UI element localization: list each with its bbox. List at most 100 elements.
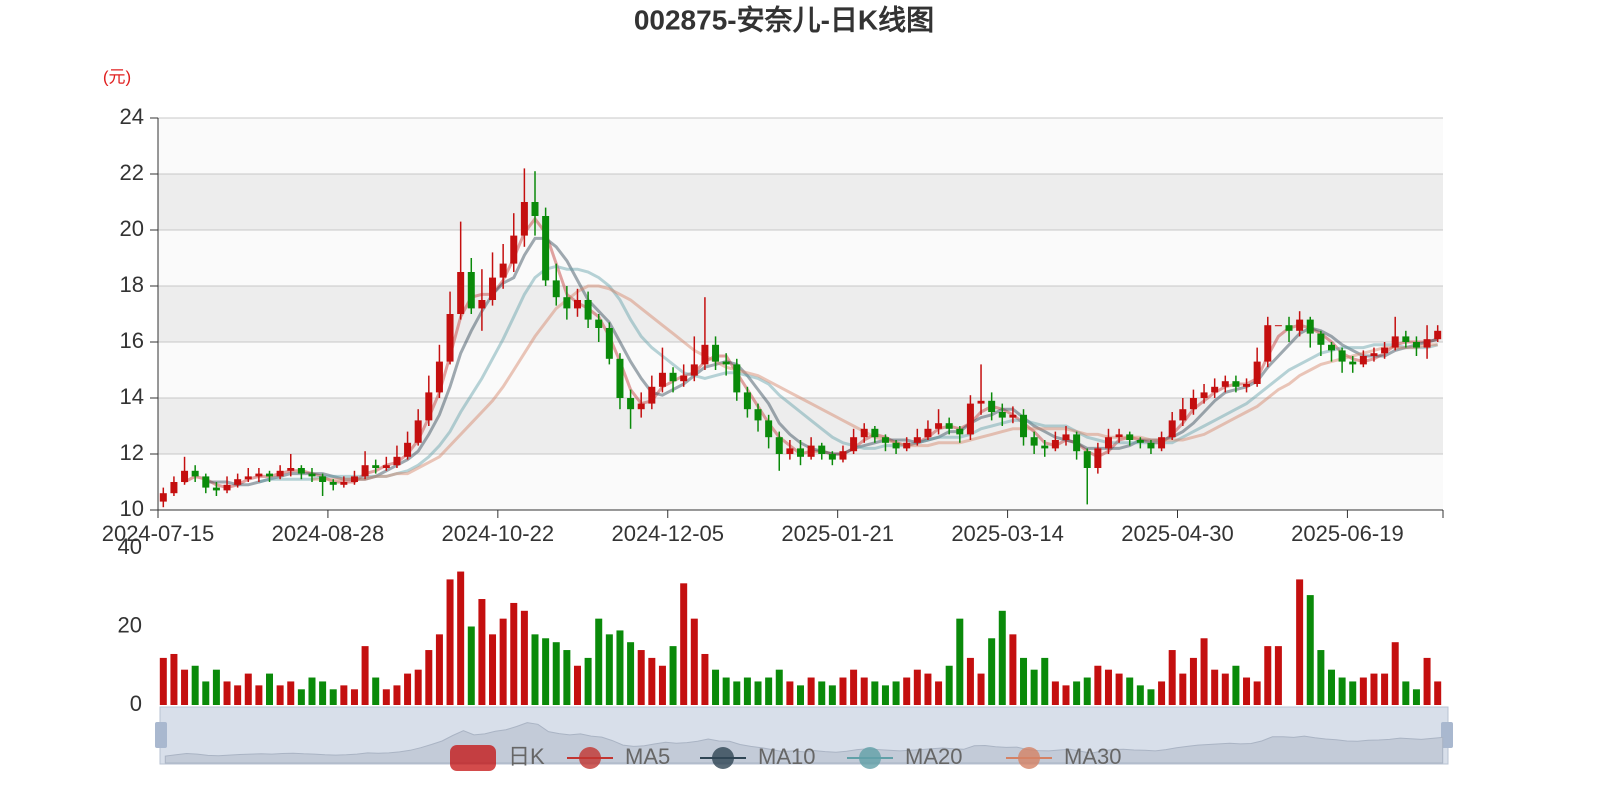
- volume-bar: [1274, 646, 1282, 705]
- volume-bar: [1434, 681, 1442, 705]
- x-tick-label: 2025-06-19: [1291, 521, 1404, 546]
- legend-item[interactable]: MA10: [700, 744, 815, 769]
- candle-body: [892, 442, 900, 449]
- slider-handle-left[interactable]: [155, 722, 167, 748]
- volume-bar: [1306, 595, 1314, 705]
- candle-body: [1136, 440, 1144, 443]
- candle-body: [223, 484, 231, 491]
- volume-bar: [435, 634, 443, 705]
- candle-body: [945, 423, 953, 429]
- volume-bar: [1073, 681, 1081, 705]
- y-tick-label: 22: [120, 160, 144, 185]
- candle-body: [181, 470, 189, 482]
- candle-body: [467, 272, 475, 309]
- y-tick-label: 12: [120, 440, 144, 465]
- candle-body: [191, 470, 199, 477]
- candle-body: [255, 473, 263, 477]
- candle-body: [1211, 386, 1219, 393]
- candle-body: [658, 372, 666, 387]
- volume-bar: [404, 673, 412, 705]
- volume-bar: [1094, 665, 1102, 705]
- plot-band: [158, 174, 1443, 230]
- volume-bar: [255, 685, 263, 705]
- volume-bar: [1041, 657, 1049, 705]
- volume-bar: [956, 618, 964, 705]
- volume-bar: [393, 685, 401, 705]
- candle-body: [1041, 445, 1049, 449]
- volume-bar: [159, 657, 167, 705]
- candle-body: [1381, 347, 1389, 354]
- candle-body: [1200, 392, 1208, 398]
- volume: [159, 571, 1442, 705]
- volume-bar: [1359, 677, 1367, 705]
- volume-bar: [743, 677, 751, 705]
- volume-bar: [552, 642, 560, 705]
- candle-body: [722, 361, 730, 365]
- candle-body: [159, 493, 167, 502]
- candle-body: [244, 476, 252, 480]
- volume-bar: [881, 685, 889, 705]
- x-tick-label: 2024-12-05: [611, 521, 724, 546]
- candle-body: [170, 482, 178, 494]
- candle-body: [1296, 319, 1304, 331]
- legend-item[interactable]: MA30: [1006, 744, 1121, 769]
- volume-bar: [733, 681, 741, 705]
- candle-body: [1359, 356, 1367, 365]
- volume-tick-label: 40: [118, 534, 142, 559]
- candle-body: [1126, 434, 1134, 440]
- volume-bar: [244, 673, 252, 705]
- candle-body: [1243, 384, 1251, 387]
- candle-body: [1338, 350, 1346, 362]
- candle-body: [435, 361, 443, 393]
- volume-tick-label: 20: [118, 612, 142, 637]
- volume-bar: [1200, 638, 1208, 705]
- volume-bar: [754, 681, 762, 705]
- candles: [159, 168, 1442, 508]
- legend-item[interactable]: MA5: [567, 744, 670, 769]
- x-tick-label: 2024-07-15: [102, 521, 215, 546]
- volume-bar: [1264, 646, 1272, 705]
- candle-body: [913, 437, 921, 443]
- volume-bar: [786, 681, 794, 705]
- candle-body: [712, 344, 720, 362]
- volume-bar: [457, 571, 465, 705]
- candle-body: [1274, 325, 1282, 327]
- volume-bar: [1253, 681, 1261, 705]
- volume-bar: [340, 685, 348, 705]
- volume-bar: [202, 681, 210, 705]
- volume-bar: [329, 689, 337, 705]
- legend-item[interactable]: 日K: [450, 744, 545, 771]
- volume-bar: [1083, 677, 1091, 705]
- candle-body: [350, 476, 358, 482]
- candle-body: [1051, 440, 1059, 449]
- plot-band: [158, 286, 1443, 342]
- volume-bar: [1402, 681, 1410, 705]
- volume-bar: [1168, 650, 1176, 705]
- volume-bar: [446, 579, 454, 705]
- ma-line: [258, 264, 1439, 484]
- candle-body: [595, 319, 603, 328]
- plot-bands: [158, 118, 1443, 510]
- candle-body: [1115, 434, 1123, 438]
- x-tick-label: 2025-04-30: [1121, 521, 1234, 546]
- legend-item[interactable]: MA20: [847, 744, 962, 769]
- candle-body: [382, 465, 390, 468]
- candle-body: [988, 400, 996, 412]
- volume-bar: [308, 677, 316, 705]
- x-tick-label: 2024-10-22: [442, 521, 555, 546]
- candle-body: [786, 448, 794, 454]
- candle-body: [690, 364, 698, 376]
- volume-bar: [807, 677, 815, 705]
- volume-bar: [712, 669, 720, 705]
- volume-bar: [531, 634, 539, 705]
- legend-label: MA30: [1064, 744, 1121, 769]
- volume-bar: [988, 638, 996, 705]
- candle-body: [404, 442, 412, 457]
- volume-bar: [382, 689, 390, 705]
- plot-band: [158, 118, 1443, 174]
- volume-bar: [563, 650, 571, 705]
- slider-handle-right[interactable]: [1441, 722, 1453, 748]
- candle-body: [446, 314, 454, 362]
